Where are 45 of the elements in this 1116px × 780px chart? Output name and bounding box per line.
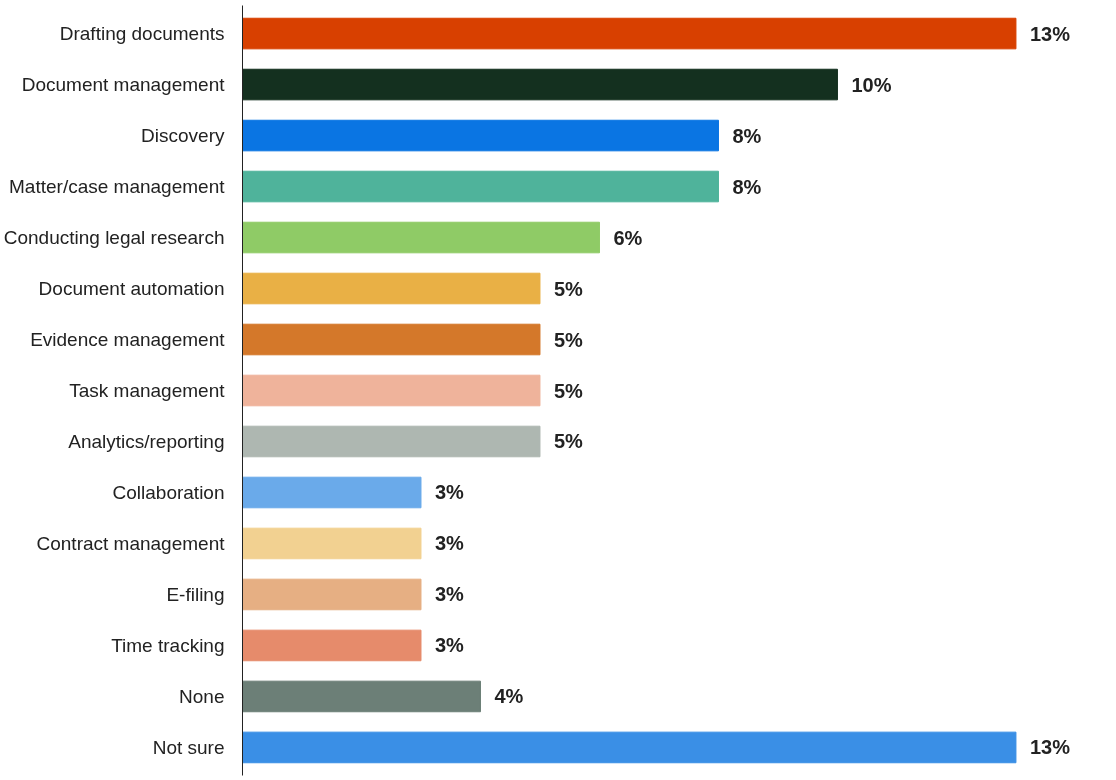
data-label: 5% <box>553 430 584 453</box>
data-label: 3% <box>434 583 465 606</box>
data-label: 5% <box>553 277 584 300</box>
y-tick-label: Collaboration <box>112 481 225 503</box>
data-label: 3% <box>434 532 465 555</box>
y-tick-label: Contract management <box>36 532 226 554</box>
bar <box>242 221 600 254</box>
data-label: 8% <box>732 175 762 198</box>
bar <box>242 476 422 509</box>
y-tick-label: Conducting legal research <box>3 227 225 249</box>
y-tick-label: Drafting documents <box>59 23 225 45</box>
bar <box>242 272 541 305</box>
bar <box>242 629 422 662</box>
data-label: 6% <box>613 226 643 249</box>
bar <box>242 17 1017 50</box>
bar <box>242 680 481 713</box>
data-label: 10% <box>851 73 892 96</box>
data-label: 4% <box>494 685 524 708</box>
y-tick-label: Task management <box>69 380 226 401</box>
bar <box>242 425 541 458</box>
bar <box>242 119 719 152</box>
bar <box>242 731 1017 764</box>
y-tick-label: Analytics/reporting <box>68 430 225 452</box>
bar <box>242 578 422 611</box>
data-label: 8% <box>732 124 762 147</box>
bar <box>242 374 541 407</box>
y-tick-label: Document automation <box>38 278 225 300</box>
y-tick-label: E-filing <box>166 583 225 605</box>
y-tick-label: Evidence management <box>30 329 226 351</box>
data-label: 3% <box>434 481 465 504</box>
data-label: 3% <box>434 634 465 657</box>
y-tick-label: Not sure <box>152 736 225 758</box>
bar <box>242 68 838 101</box>
y-tick-label: Discovery <box>141 125 225 147</box>
data-label: 13% <box>1029 22 1071 45</box>
bar <box>242 527 422 560</box>
bar <box>242 323 541 356</box>
y-tick-label: Matter/case management <box>9 176 226 198</box>
y-tick-label: None <box>179 685 225 707</box>
data-label: 5% <box>553 328 584 351</box>
y-tick-label: Document management <box>21 74 226 96</box>
bar <box>242 170 719 203</box>
data-label: 5% <box>553 379 584 402</box>
y-tick-label: Time tracking <box>111 634 225 656</box>
data-label: 13% <box>1029 736 1071 759</box>
